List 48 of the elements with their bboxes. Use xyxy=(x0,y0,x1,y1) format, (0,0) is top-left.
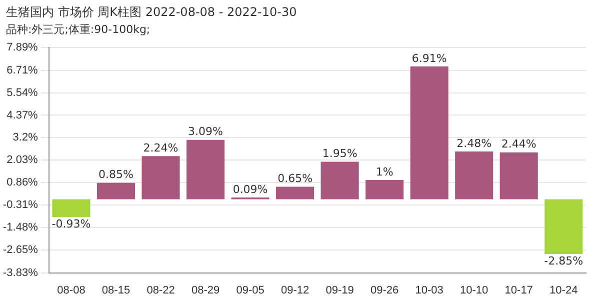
bar xyxy=(410,66,448,200)
x-tick-label: 08-29 xyxy=(191,284,220,296)
bar xyxy=(455,152,494,200)
y-tick-label: 7.89% xyxy=(6,42,38,54)
bar xyxy=(142,156,180,200)
y-tick-label: -3.83% xyxy=(2,266,38,279)
bar xyxy=(96,182,136,200)
y-tick-label: 5.54% xyxy=(6,86,38,99)
x-tick-label: 08-15 xyxy=(102,284,130,296)
x-tick-label: 08-08 xyxy=(57,284,86,296)
x-tick-label: 10-24 xyxy=(550,284,578,296)
bar xyxy=(186,140,225,200)
y-tick-label: -1.48% xyxy=(2,222,38,234)
x-tick-label: 09-19 xyxy=(326,284,354,296)
bar xyxy=(366,180,404,200)
x-tick-label: 08-22 xyxy=(146,284,175,296)
chart-title: 生猪国内 市场价 周K柱图 2022-08-08 - 2022-10-30 xyxy=(6,4,297,21)
x-tick-label: 09-05 xyxy=(236,284,264,296)
bar xyxy=(544,199,583,254)
x-tick-label: 10-17 xyxy=(504,284,533,296)
data-label: 2.48% xyxy=(456,136,492,150)
y-tick-label: 3.2% xyxy=(12,132,38,144)
y-tick-label: 0.86% xyxy=(6,176,38,189)
chart-subtitle: 品种:外三元;体重:90-100kg; xyxy=(6,22,150,37)
x-tick-label: 10-10 xyxy=(460,284,488,296)
data-label: 0.09% xyxy=(232,182,268,196)
y-tick-label: 2.03% xyxy=(6,154,38,166)
data-label: 2.24% xyxy=(143,142,178,155)
bar xyxy=(276,186,314,200)
x-tick-label: 09-26 xyxy=(370,284,399,296)
data-label: 3.09% xyxy=(188,125,223,138)
data-label: 2.44% xyxy=(501,138,536,151)
x-tick-label: 10-03 xyxy=(415,284,444,296)
data-label: -2.85% xyxy=(544,254,584,268)
y-tick-label: 4.37% xyxy=(6,109,38,122)
data-label: 0.65% xyxy=(278,172,313,186)
bar xyxy=(500,152,538,200)
data-label: 0.85% xyxy=(98,168,134,182)
bar xyxy=(320,162,359,200)
data-label: 1% xyxy=(376,165,394,178)
x-tick-label: 09-12 xyxy=(280,284,310,296)
data-label: 6.91% xyxy=(412,52,447,65)
y-tick-label: -2.65% xyxy=(2,244,38,256)
y-tick-label: 6.71% xyxy=(6,64,38,76)
data-label: 1.95% xyxy=(322,147,358,160)
bar xyxy=(52,199,90,218)
data-label: -0.93% xyxy=(52,217,91,230)
y-tick-label: -0.31% xyxy=(2,199,38,212)
